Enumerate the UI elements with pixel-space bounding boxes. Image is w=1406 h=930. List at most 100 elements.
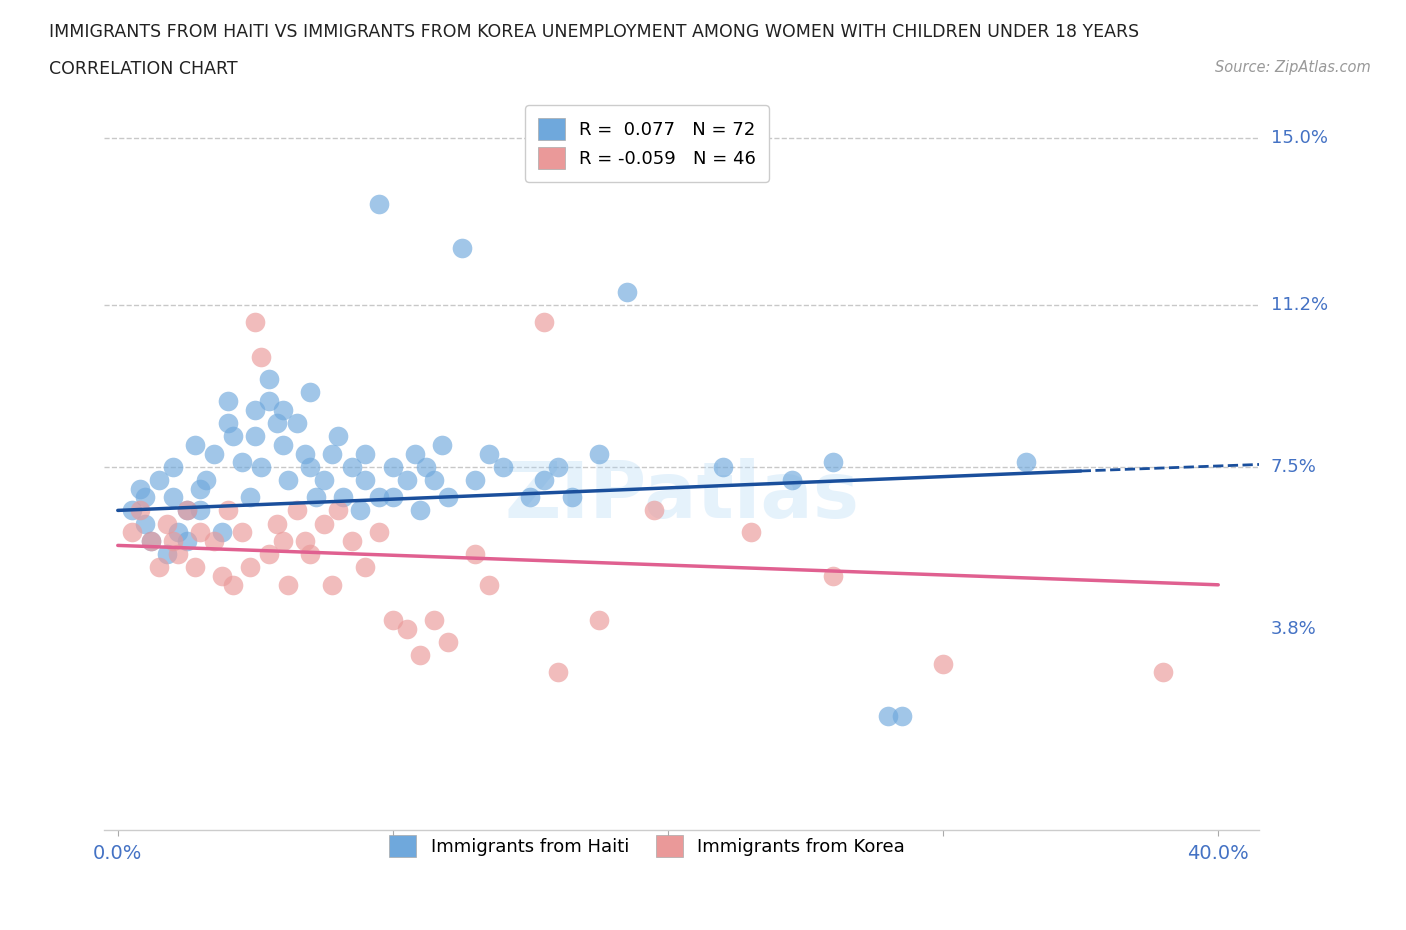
Point — [188, 525, 211, 539]
Text: Source: ZipAtlas.com: Source: ZipAtlas.com — [1215, 60, 1371, 75]
Point — [176, 503, 198, 518]
Point — [533, 472, 555, 487]
Point — [231, 525, 253, 539]
Point — [271, 437, 294, 452]
Point — [409, 647, 432, 662]
Point — [222, 429, 245, 444]
Point — [711, 459, 734, 474]
Point — [321, 578, 343, 592]
Point — [121, 525, 143, 539]
Point — [643, 503, 665, 518]
Point — [222, 578, 245, 592]
Point — [277, 472, 299, 487]
Point — [162, 490, 184, 505]
Point — [423, 472, 446, 487]
Point — [932, 657, 955, 671]
Point — [156, 547, 179, 562]
Point — [354, 446, 377, 461]
Point — [326, 429, 349, 444]
Point — [285, 416, 308, 431]
Point — [162, 534, 184, 549]
Point — [547, 459, 569, 474]
Point — [423, 612, 446, 627]
Point — [381, 490, 404, 505]
Point — [167, 525, 190, 539]
Point — [271, 534, 294, 549]
Point — [332, 490, 354, 505]
Text: IMMIGRANTS FROM HAITI VS IMMIGRANTS FROM KOREA UNEMPLOYMENT AMONG WOMEN WITH CHI: IMMIGRANTS FROM HAITI VS IMMIGRANTS FROM… — [49, 23, 1139, 41]
Point — [395, 472, 418, 487]
Point — [134, 490, 156, 505]
Point — [217, 503, 239, 518]
Point — [194, 472, 217, 487]
Point — [432, 437, 454, 452]
Point — [162, 459, 184, 474]
Point — [299, 459, 322, 474]
Point — [321, 446, 343, 461]
Point — [257, 547, 280, 562]
Point — [305, 490, 328, 505]
Point — [740, 525, 762, 539]
Point — [464, 472, 486, 487]
Point — [823, 568, 845, 583]
Point — [409, 503, 432, 518]
Point — [381, 459, 404, 474]
Text: 15.0%: 15.0% — [1271, 129, 1327, 147]
Point — [257, 393, 280, 408]
Point — [188, 481, 211, 496]
Point — [478, 446, 501, 461]
Point — [257, 372, 280, 387]
Point — [349, 503, 371, 518]
Text: ZIPatlas: ZIPatlas — [505, 458, 859, 534]
Point — [128, 503, 150, 518]
Point — [271, 403, 294, 418]
Point — [294, 446, 316, 461]
Point — [450, 240, 472, 255]
Point — [368, 525, 391, 539]
Point — [533, 314, 555, 329]
Point — [340, 534, 363, 549]
Point — [148, 472, 170, 487]
Point — [354, 560, 377, 575]
Point — [877, 709, 900, 724]
Point — [250, 350, 273, 365]
Point — [299, 385, 322, 400]
Point — [266, 516, 288, 531]
Point — [890, 709, 912, 724]
Point — [139, 534, 162, 549]
Point — [588, 612, 610, 627]
Text: 11.2%: 11.2% — [1271, 296, 1327, 313]
Point — [294, 534, 316, 549]
Point — [780, 472, 803, 487]
Point — [437, 634, 460, 649]
Point — [202, 534, 225, 549]
Point — [299, 547, 322, 562]
Point — [1014, 455, 1036, 470]
Point — [202, 446, 225, 461]
Point — [561, 490, 583, 505]
Point — [314, 516, 336, 531]
Point — [354, 472, 377, 487]
Point — [266, 416, 288, 431]
Point — [404, 446, 426, 461]
Point — [245, 403, 267, 418]
Point — [519, 490, 541, 505]
Point — [156, 516, 179, 531]
Point — [121, 503, 143, 518]
Text: 7.5%: 7.5% — [1271, 458, 1316, 475]
Point — [478, 578, 501, 592]
Text: CORRELATION CHART: CORRELATION CHART — [49, 60, 238, 78]
Point — [176, 503, 198, 518]
Point — [134, 516, 156, 531]
Point — [415, 459, 437, 474]
Point — [148, 560, 170, 575]
Point — [211, 525, 233, 539]
Point — [547, 665, 569, 680]
Point — [184, 437, 207, 452]
Point — [245, 314, 267, 329]
Point — [823, 455, 845, 470]
Point — [245, 429, 267, 444]
Point — [239, 560, 262, 575]
Point — [139, 534, 162, 549]
Point — [239, 490, 262, 505]
